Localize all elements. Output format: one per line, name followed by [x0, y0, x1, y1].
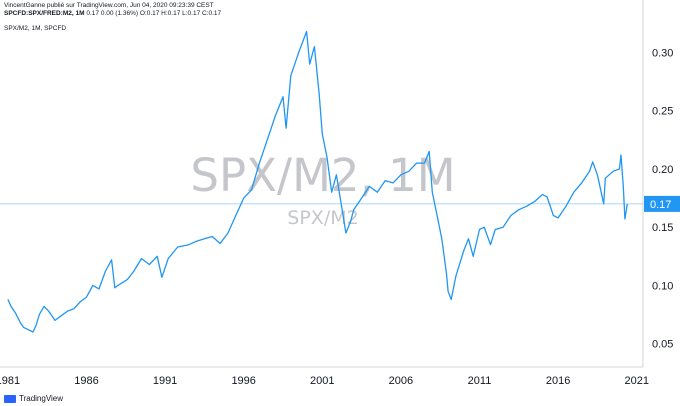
- y-tick-label: 0.10: [652, 280, 673, 292]
- ohlc-line: SPCFD:SPX/FRED:M2, 1M 0.17 0.00 (1.36%) …: [4, 10, 221, 17]
- x-tick-label: 1991: [153, 375, 177, 387]
- footer-brand: TradingView: [4, 394, 63, 403]
- publisher-line: VincentGanne publié sur TradingView.com,…: [4, 2, 214, 9]
- x-tick-label: 1996: [231, 375, 255, 387]
- y-tick-label: 0.30: [652, 47, 673, 59]
- watermark-main: SPX/M2, 1M: [190, 149, 455, 202]
- y-tick-label: 0.15: [652, 222, 673, 234]
- footer-brand-text: TradingView: [19, 394, 64, 403]
- last-value-badge: [644, 195, 680, 212]
- x-tick-label: 2016: [546, 375, 570, 387]
- last-value-label: 0.17: [650, 199, 671, 211]
- ohlc-values: 0.17 0.00 (1.36%) O:0.17 H:0.17 L:0.17 C…: [86, 10, 222, 17]
- y-tick-label: 0.20: [652, 164, 673, 176]
- x-tick-label: 2011: [468, 375, 492, 387]
- x-tick-label: 1981: [0, 375, 20, 387]
- y-tick-label: 0.25: [652, 106, 673, 118]
- x-tick-label: 1986: [74, 375, 98, 387]
- y-tick-label: 0.05: [652, 339, 673, 351]
- series-line-spx-m2: [7, 30, 628, 333]
- watermark-sub: SPX/M2: [287, 207, 358, 229]
- ohlc-symbol: SPCFD:SPX/FRED:M2, 1M: [4, 10, 85, 17]
- x-tick-label: 2001: [310, 375, 334, 387]
- tradingview-logo-icon: [4, 394, 16, 403]
- x-tick-label: 2006: [389, 375, 413, 387]
- x-tick-label: 2021: [624, 375, 648, 387]
- symbol-label: SPX/M2, 1M, SPCFD: [4, 25, 67, 32]
